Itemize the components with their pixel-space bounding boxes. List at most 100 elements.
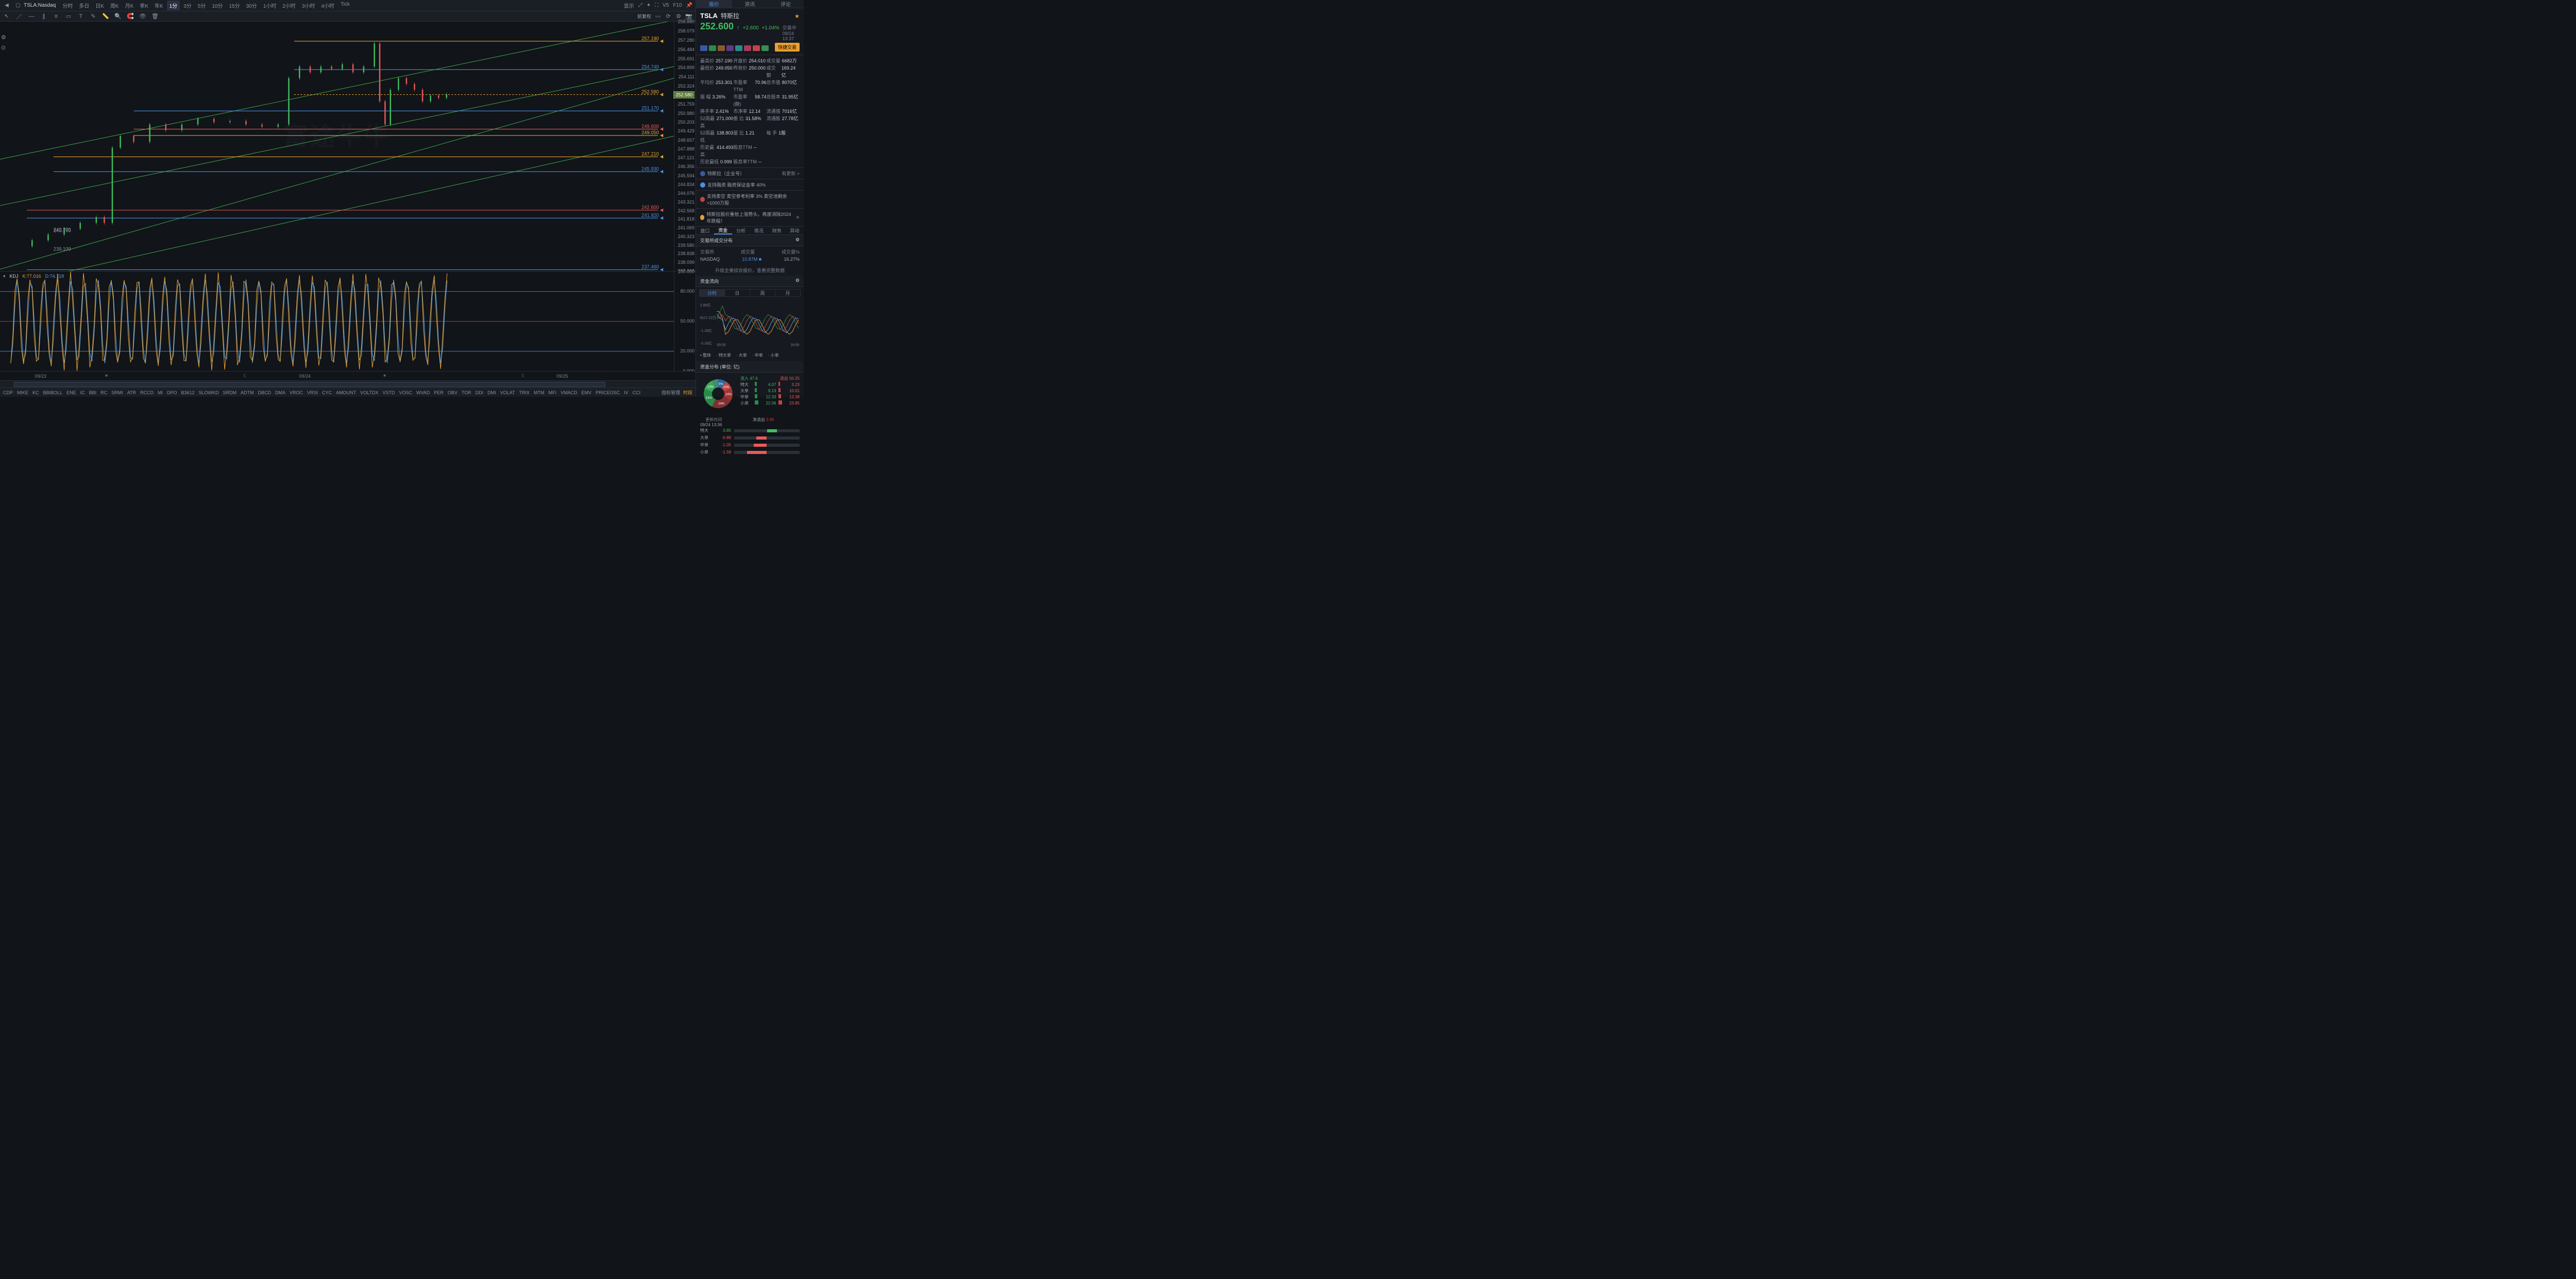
indicator-manager[interactable]: 指标管理 (662, 389, 680, 396)
indicator-voltdx[interactable]: VOLTDX (360, 390, 378, 395)
fib-tool-icon[interactable]: ≡ (53, 13, 60, 20)
magnet-tool-icon[interactable]: 🧲 (127, 13, 134, 20)
indicator-srdm[interactable]: SRDM (223, 390, 237, 395)
timeframe-10分[interactable]: 10分 (209, 1, 225, 10)
indicator-vroc[interactable]: VROC (290, 390, 303, 395)
line-style-icon[interactable]: 〰 (654, 13, 662, 20)
notice-2[interactable]: 支持卖空 卖空参考利率 3% 卖空池剩余 >1000万股 (696, 191, 804, 209)
indicator-mfi[interactable]: MFI (549, 390, 557, 395)
time-segment[interactable]: 时段 (683, 389, 692, 396)
timeframe-多日[interactable]: 多日 (76, 1, 92, 10)
kdj-settings-icon[interactable]: ⋮ (68, 274, 73, 279)
indicator-mtm[interactable]: MTM (534, 390, 545, 395)
indicator-ic[interactable]: IC (80, 390, 85, 395)
indicator-rc[interactable]: RC (100, 390, 107, 395)
timeframe-1分[interactable]: 1分 (167, 1, 180, 10)
indicator-mi[interactable]: MI (158, 390, 163, 395)
indicator-adtm[interactable]: ADTM (241, 390, 254, 395)
eye-tool-icon[interactable]: 👁 (139, 13, 146, 20)
quote-badge-6[interactable] (753, 45, 760, 51)
expand-icon[interactable]: ⤢ (638, 3, 642, 8)
indicator-priceosc[interactable]: PRICEOSC (596, 390, 620, 395)
measure-tool-icon[interactable]: 📏 (102, 13, 109, 20)
trendline-tool-icon[interactable]: ／ (15, 13, 23, 20)
indicator-slowkd[interactable]: SLOWKD (199, 390, 219, 395)
notice-1[interactable]: 支持融资 融资保证金率 40% (696, 179, 804, 191)
timetab-分时[interactable]: 分时 (700, 290, 725, 296)
indicator-trix[interactable]: TRIX (519, 390, 530, 395)
timeframe-月K[interactable]: 月K (123, 1, 137, 10)
indicator-kc[interactable]: KC (32, 390, 39, 395)
indicator-mike[interactable]: MIKE (17, 390, 28, 395)
refresh-icon[interactable]: ⟳ (665, 13, 672, 20)
quote-badge-3[interactable] (726, 45, 734, 51)
notice-0[interactable]: 特斯拉（企业号）有更新 > (696, 168, 804, 179)
timeframe-日K[interactable]: 日K (93, 1, 107, 10)
pin-icon[interactable]: 📌 (686, 3, 692, 8)
parallel-tool-icon[interactable]: ∥ (40, 13, 47, 20)
timetab-月[interactable]: 月 (775, 290, 800, 296)
indicator-cyc[interactable]: CYC (322, 390, 332, 395)
layer-settings-icon[interactable]: ⚙ (1, 34, 8, 41)
adjust-menu[interactable]: 前复权 (637, 13, 651, 20)
indicator-amount[interactable]: AMOUNT (336, 390, 356, 395)
scrubber-handle[interactable] (14, 382, 605, 387)
kdj-subchart[interactable]: ▾ KDJ K:77.016 D:74.718 ⋮ 100.00080.0005… (0, 271, 696, 371)
subtab-财务[interactable]: 财务 (768, 227, 786, 234)
notice-close-icon[interactable]: ✕ (795, 215, 800, 221)
rp-tab-评论[interactable]: 评论 (768, 0, 804, 8)
indicator-emv[interactable]: EMV (582, 390, 592, 395)
rect-tool-icon[interactable]: ▭ (65, 13, 72, 20)
indicator-vstd[interactable]: VSTD (382, 390, 395, 395)
quote-badge-5[interactable] (744, 45, 751, 51)
f10-button[interactable]: F10 (673, 3, 682, 8)
timetab-周[interactable]: 周 (750, 290, 775, 296)
indicator-vrsi[interactable]: VRSI (307, 390, 318, 395)
layer-lock-icon[interactable]: ⊙ (1, 44, 8, 52)
flowlabel-中单[interactable]: · 中单 (752, 352, 763, 358)
indicator-obv[interactable]: OBV (448, 390, 457, 395)
timeframe-年K[interactable]: 年K (152, 1, 166, 10)
timeframe-分时[interactable]: 分时 (60, 1, 75, 10)
indicator-tor[interactable]: TOR (462, 390, 471, 395)
indicator-volat[interactable]: VOLAT (500, 390, 515, 395)
indicator-vmacd[interactable]: VMACD (561, 390, 578, 395)
timeframe-4小时[interactable]: 4小时 (318, 1, 337, 10)
cursor-tool-icon[interactable]: ↖ (3, 13, 10, 20)
indicator-dma[interactable]: DMA (275, 390, 285, 395)
quote-badge-1[interactable] (709, 45, 716, 51)
indicator-ddi[interactable]: DDI (476, 390, 484, 395)
timeframe-3分[interactable]: 3分 (181, 1, 194, 10)
indicator-iv[interactable]: IV (624, 390, 629, 395)
subtab-分析[interactable]: 分析 (732, 227, 750, 234)
brush-tool-icon[interactable]: ✎ (90, 13, 97, 20)
timeframe-15分[interactable]: 15分 (226, 1, 242, 10)
hline-tool-icon[interactable]: — (28, 13, 35, 20)
flowlabel-大单[interactable]: · 大单 (736, 352, 747, 358)
timeframe-2小时[interactable]: 2小时 (280, 1, 298, 10)
notice-more[interactable]: 有更新 > (782, 170, 800, 177)
indicator-per[interactable]: PER (434, 390, 444, 395)
dist-settings-icon[interactable]: ⚙ (795, 237, 800, 244)
indicator-vosc[interactable]: VOSC (399, 390, 412, 395)
kdj-collapse-icon[interactable]: ▾ (3, 274, 6, 279)
zoom-tool-icon[interactable]: 🔍 (114, 13, 122, 20)
trash-tool-icon[interactable]: 🗑 (151, 13, 159, 20)
indicator-wvad[interactable]: WVAD (416, 390, 430, 395)
indicator-rccd[interactable]: RCCD (140, 390, 154, 395)
subtab-盘口[interactable]: 盘口 (696, 227, 714, 234)
scrubber[interactable] (0, 380, 696, 388)
indicator-srmi[interactable]: SRMI (111, 390, 123, 395)
indicator-bbiboll[interactable]: BBIBOLL (43, 390, 63, 395)
quick-trade-button[interactable]: 快捷交易 (775, 43, 800, 52)
quote-badge-4[interactable] (735, 45, 742, 51)
indicator-cci[interactable]: CCI (633, 390, 641, 395)
v5-button[interactable]: V5 (663, 3, 669, 8)
back-icon[interactable]: ◀ (3, 2, 10, 9)
indicator-dpo[interactable]: DPO (167, 390, 177, 395)
quote-badge-2[interactable] (718, 45, 725, 51)
favorite-star-icon[interactable]: ★ (794, 13, 800, 20)
indicator-ene[interactable]: ENE (66, 390, 76, 395)
symbol-box-icon[interactable]: ▢ (14, 2, 22, 9)
quote-badge-7[interactable] (761, 45, 769, 51)
